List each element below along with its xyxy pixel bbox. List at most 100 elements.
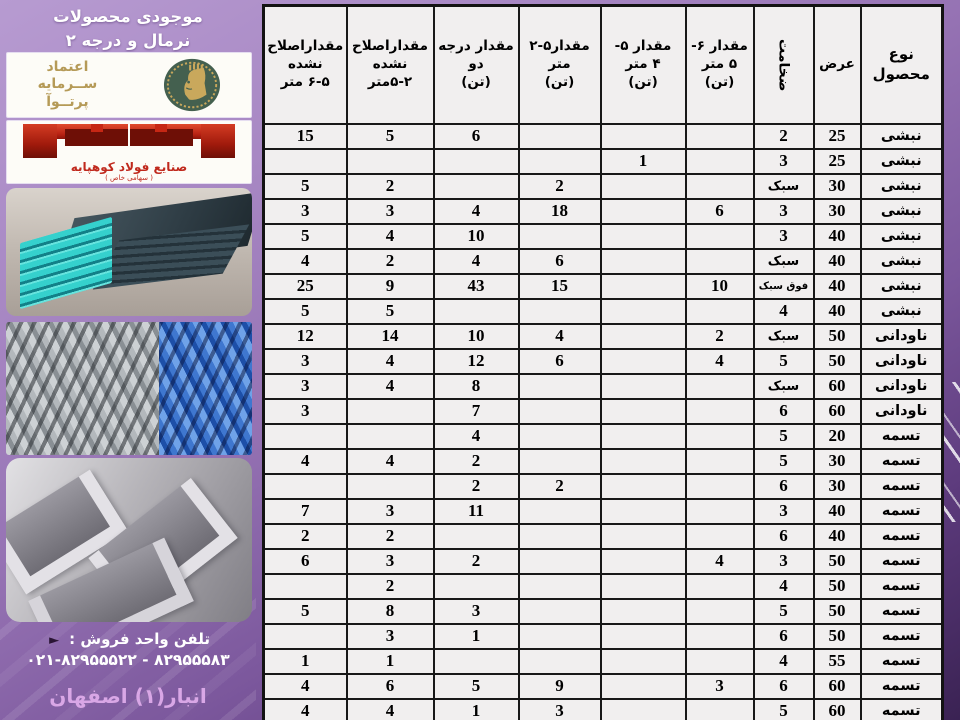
cell-qty_5_2 [517,397,602,425]
cell-type: تسمه [859,472,944,500]
cell-unfixed_6_5: 12 [262,322,348,350]
cell-type: تسمه [859,522,944,550]
cell-qty_6_5 [684,697,755,720]
cell-width: 60 [812,397,862,425]
cell-unfixed_6_5: 6 [262,547,348,575]
cell-width: 40 [812,497,862,525]
cell-qty_6_5 [684,297,755,325]
foolad-emblem-divider [128,124,130,158]
cell-thickness: 5 [752,697,815,720]
cell-width: 25 [812,147,862,175]
cell-unfixed_6_5: 4 [262,697,348,720]
cell-width: 30 [812,172,862,200]
cell-unfixed_5_2: 5 [345,297,435,325]
header-cell-grade2: مقدار درجه دو (تن) [432,4,520,125]
cell-qty_5_2 [517,572,602,600]
photo-u-channel-steel [6,458,252,622]
etemad-logo-text: اعتماد ســرمایه پرتــوآ [7,59,134,112]
cell-qty_6_5: 2 [684,322,755,350]
cell-unfixed_5_2: 4 [345,697,435,720]
table-row: تسمه 50 6 1 3 [262,622,944,650]
sidebar: موجودی محصولات نرمال و درجه ۲ اعتماد ســ… [0,0,256,720]
inventory-table: نوع محصول عرض ضخامت مقدار ۶- ۵ متر (تن) … [262,4,944,720]
cell-unfixed_6_5: 3 [262,397,348,425]
cell-width: 50 [812,347,862,375]
cell-qty_5_4 [599,622,687,650]
cell-qty_5_2 [517,647,602,675]
cell-type: تسمه [859,497,944,525]
table-row: تسمه 50 4 2 [262,572,944,600]
cell-qty_5_2: 3 [517,697,602,720]
cell-qty_6_5 [684,247,755,275]
cell-qty_5_2 [517,447,602,475]
cell-unfixed_5_2: 9 [345,272,435,300]
foolad-emblem-nub [155,124,168,132]
cell-unfixed_5_2: 1 [345,647,435,675]
cell-qty_5_4 [599,122,687,150]
slide-title: موجودی محصولات نرمال و درجه ۲ [0,5,256,53]
cell-thickness: سبک [752,172,815,200]
cell-qty_5_2: 2 [517,172,602,200]
photo-flat-steel-bars [6,188,252,316]
thickness-vertical-label: ضخامت [775,38,792,91]
cell-thickness: 5 [752,447,815,475]
cell-width: 50 [812,622,862,650]
cell-qty_5_4 [599,247,687,275]
etemad-line-1: اعتماد [46,58,89,75]
cell-qty_6_5: 4 [684,347,755,375]
arrow-bullet-icon: ► [49,632,60,648]
cell-qty_grade2: 4 [432,422,520,450]
cell-type: تسمه [859,697,944,720]
cell-thickness: 6 [752,672,815,700]
table-row: نبشی 25 2 6 5 15 [262,122,944,150]
cell-qty_6_5 [684,522,755,550]
cell-width: 50 [812,572,862,600]
cell-qty_grade2 [432,572,520,600]
phone-block: تلفن واحد فروش : ► ۰۲۱-۸۲۹۵۵۵۲۲ - ۸۲۹۵۵۵… [0,630,256,669]
cell-unfixed_6_5: 25 [262,272,348,300]
cell-qty_5_4 [599,272,687,300]
cell-unfixed_5_2 [345,472,435,500]
inventory-table-wrap: نوع محصول عرض ضخامت مقدار ۶- ۵ متر (تن) … [262,4,944,720]
cell-qty_grade2 [432,647,520,675]
cell-thickness: 3 [752,222,815,250]
cell-thickness: 6 [752,522,815,550]
cell-unfixed_5_2: 8 [345,597,435,625]
cell-qty_grade2: 1 [432,622,520,650]
cell-unfixed_6_5 [262,147,348,175]
cell-unfixed_6_5: 7 [262,497,348,525]
cell-unfixed_6_5 [262,472,348,500]
cell-qty_5_2: 4 [517,322,602,350]
cell-type: نبشی [859,197,944,225]
cell-qty_6_5 [684,122,755,150]
cell-qty_grade2: 43 [432,272,520,300]
cell-type: نبشی [859,147,944,175]
header-cell-unfixed-5-2: مقداراصلاح نشده ۵-۲متر [345,4,435,125]
table-row: تسمه 30 6 2 2 [262,472,944,500]
cell-qty_grade2: 4 [432,197,520,225]
cell-type: تسمه [859,622,944,650]
cell-qty_5_4 [599,647,687,675]
cell-width: 30 [812,447,862,475]
cell-qty_5_2: 6 [517,247,602,275]
cell-type: تسمه [859,572,944,600]
title-line-2: نرمال و درجه ۲ [65,30,191,50]
cell-qty_5_2: 2 [517,472,602,500]
etemad-line-2: ســرمایه [37,76,98,93]
cell-qty_6_5: 10 [684,272,755,300]
cell-qty_5_2 [517,297,602,325]
cell-qty_6_5 [684,572,755,600]
cell-width: 25 [812,122,862,150]
table-row: تسمه 55 4 1 1 [262,647,944,675]
table-row: تسمه 60 5 3 1 4 4 [262,697,944,720]
cell-qty_6_5 [684,597,755,625]
cell-type: تسمه [859,597,944,625]
foolad-emblem-end-right [201,124,235,158]
cell-unfixed_6_5: 3 [262,197,348,225]
cell-width: 30 [812,197,862,225]
foolad-company-subtitle: ( سهامی خاص ) [105,174,153,182]
cell-width: 30 [812,472,862,500]
cell-qty_6_5 [684,222,755,250]
cell-unfixed_6_5: 15 [262,122,348,150]
